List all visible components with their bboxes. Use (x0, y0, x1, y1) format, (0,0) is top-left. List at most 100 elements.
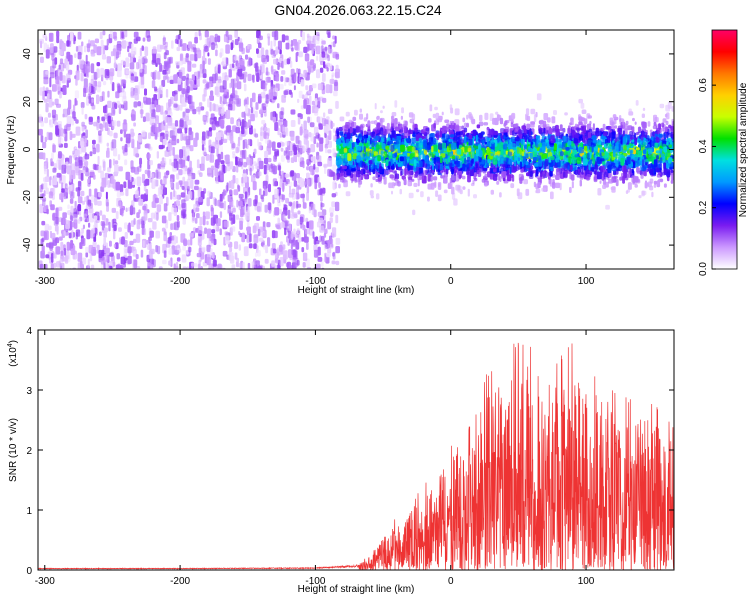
spectrogram-cell (168, 248, 173, 255)
spectrogram-cell (619, 176, 622, 181)
spectrogram-cell (311, 207, 315, 215)
spectrogram-cell (305, 217, 309, 223)
spectrogram-cell (267, 36, 270, 46)
spectrogram-cell (281, 155, 285, 162)
spectrogram-cell (99, 95, 104, 102)
spectrogram-cell (322, 73, 326, 82)
spectrogram-cell (83, 78, 88, 88)
spectrogram-cell (172, 245, 175, 251)
spectrogram-cell (334, 201, 340, 212)
spectrogram-cell (92, 139, 96, 145)
spectrogram-cell (257, 250, 261, 257)
spectrogram-cell (244, 182, 249, 189)
spectrogram-cell (91, 98, 94, 103)
spectrogram-cell (75, 232, 78, 240)
spectrogram-cell (256, 48, 259, 54)
spectrogram-cell (662, 118, 667, 123)
spectrogram-cell (319, 137, 324, 144)
spectrogram-cell (285, 179, 290, 185)
spectrogram-cell (374, 103, 377, 110)
spectrogram-cell (209, 101, 212, 112)
spectrogram-cell (85, 204, 91, 210)
spectrogram-cell (338, 183, 341, 189)
spectrogram-cell (87, 93, 91, 100)
spectrogram-cell (172, 146, 175, 156)
spectrogram-cell (284, 173, 289, 178)
spectrogram-cell (328, 130, 332, 141)
spectrogram-cell (130, 160, 134, 170)
spectrogram-cell (116, 197, 122, 207)
spectrogram-cell (184, 115, 189, 121)
spectrogram-cell (182, 166, 187, 175)
spectrogram-cell (254, 110, 258, 118)
spectrogram-cell (222, 189, 226, 197)
spectrogram-cell (313, 249, 319, 258)
spectrogram-cell (223, 200, 227, 210)
spectrogram-cell (335, 53, 340, 60)
spectrogram-cell (124, 232, 128, 239)
spectrogram-cell (117, 85, 122, 93)
spectrogram-cell (133, 101, 138, 108)
spectrogram-cell (329, 78, 335, 84)
spectrogram-cell (143, 180, 148, 187)
spectrogram-cell (134, 71, 137, 77)
spectrogram-cell (101, 214, 106, 221)
spectrogram-cell (176, 215, 180, 222)
spectrogram-cell (119, 184, 124, 193)
spectrogram-cell (236, 165, 239, 173)
spectrogram-cell (94, 197, 98, 206)
spectrogram-cell (81, 107, 84, 115)
spectrogram-cell (318, 217, 324, 223)
spectrogram-cell (297, 237, 302, 243)
spectrogram-cell (152, 71, 156, 81)
spectrogram-cell (366, 169, 370, 176)
spectrogram-cell (107, 180, 111, 188)
spectrogram-cell (307, 43, 310, 52)
spectrogram-cell (230, 117, 234, 125)
spectrogram-cell (175, 200, 180, 206)
spectrogram-cell (179, 38, 183, 47)
spectrogram-cell (324, 143, 329, 149)
spectrogram-cell (326, 252, 331, 258)
spectrogram-cell (45, 102, 49, 113)
spectrogram-cell (55, 216, 59, 225)
spectrogram-cell (274, 122, 279, 131)
spectrogram-cell (88, 188, 92, 197)
spectrogram-cell (105, 191, 108, 200)
spectrogram-cell (242, 261, 245, 269)
spectrogram-cell (82, 224, 85, 229)
spectrogram-cell (207, 190, 211, 197)
spectrogram-cell (67, 253, 71, 262)
spectrogram-cell (323, 61, 326, 69)
spectrogram-cell (70, 163, 75, 171)
spectrogram-cell (399, 188, 402, 195)
spectrogram-cell (286, 58, 290, 65)
spectrogram-cell (659, 163, 663, 171)
spectrogram-cell (270, 40, 273, 51)
spectrogram-cell (269, 141, 272, 148)
spectrogram-cell (243, 246, 249, 257)
spectrogram-cell (91, 228, 95, 238)
spectrogram-cell (459, 189, 463, 195)
spectrogram-cell (182, 176, 186, 185)
spectrogram-cell (41, 245, 45, 254)
spectrogram-cell (38, 114, 42, 124)
spectrogram-cell (316, 221, 321, 228)
spectrogram-cell (204, 227, 207, 234)
spectrogram-cell (283, 90, 289, 95)
spectrogram-cell (87, 258, 90, 268)
spectrogram-cell (164, 45, 168, 51)
spectrogram-cell (257, 266, 262, 269)
spectrogram-cell (129, 240, 134, 246)
spectrogram-cell (57, 136, 61, 146)
spectrogram-cell (175, 182, 180, 190)
spectrogram-cell (141, 228, 145, 235)
spectrogram-cell (282, 182, 285, 192)
spectrogram-cell (303, 120, 307, 131)
spectrogram-cell (45, 87, 49, 92)
spectrogram-cell (80, 190, 85, 197)
spectrogram-cell (301, 223, 304, 228)
spectrogram-cell (184, 147, 190, 156)
